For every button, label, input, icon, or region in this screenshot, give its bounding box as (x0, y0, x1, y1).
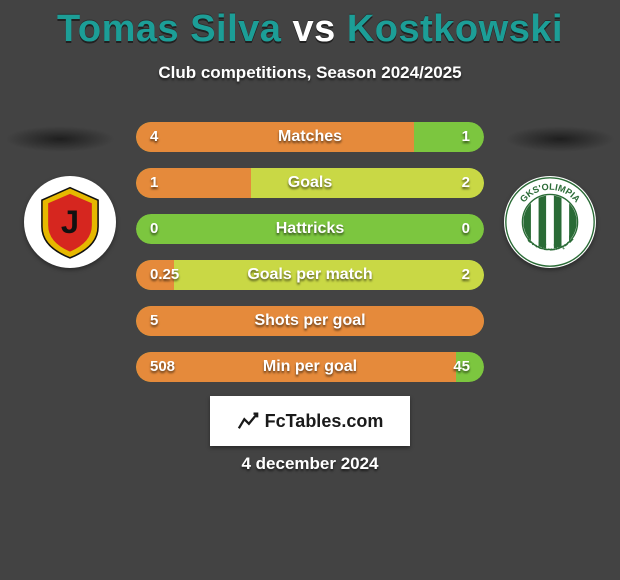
stats-container: 41Matches 12Goals 00Hattricks 0.252Goals pe… (136, 122, 484, 398)
crest-left: J (24, 176, 116, 268)
crest-right: GKS'OLIMPIA GRUDZIĄDZ (504, 176, 596, 268)
versus-text: vs (293, 8, 336, 50)
player1-name: Tomas Silva (57, 8, 281, 50)
stat-row: 50845Min per goal (136, 352, 484, 382)
stat-row: 0.252Goals per match (136, 260, 484, 290)
brand-badge: FcTables.com (210, 396, 410, 446)
comparison-title: Tomas Silva vs Kostkowski (0, 0, 620, 51)
stat-row: 5Shots per goal (136, 306, 484, 336)
brand-icon (237, 410, 259, 432)
stat-row: 41Matches (136, 122, 484, 152)
stat-label: Goals per match (136, 260, 484, 290)
stat-label: Shots per goal (136, 306, 484, 336)
comparison-subtitle: Club competitions, Season 2024/2025 (0, 63, 620, 83)
stat-row: 00Hattricks (136, 214, 484, 244)
stat-row: 12Goals (136, 168, 484, 198)
crest-right-svg: GKS'OLIMPIA GRUDZIĄDZ (504, 176, 596, 268)
player2-name: Kostkowski (347, 8, 563, 50)
date-text: 4 december 2024 (0, 454, 620, 474)
stat-label: Min per goal (136, 352, 484, 382)
brand-text: FcTables.com (265, 411, 384, 432)
crest-right-shadow (505, 126, 615, 152)
stat-label: Goals (136, 168, 484, 198)
crest-left-letter: J (61, 203, 79, 240)
crest-left-shadow (5, 126, 115, 152)
stat-label: Matches (136, 122, 484, 152)
stat-label: Hattricks (136, 214, 484, 244)
crest-left-svg: J (31, 183, 109, 261)
